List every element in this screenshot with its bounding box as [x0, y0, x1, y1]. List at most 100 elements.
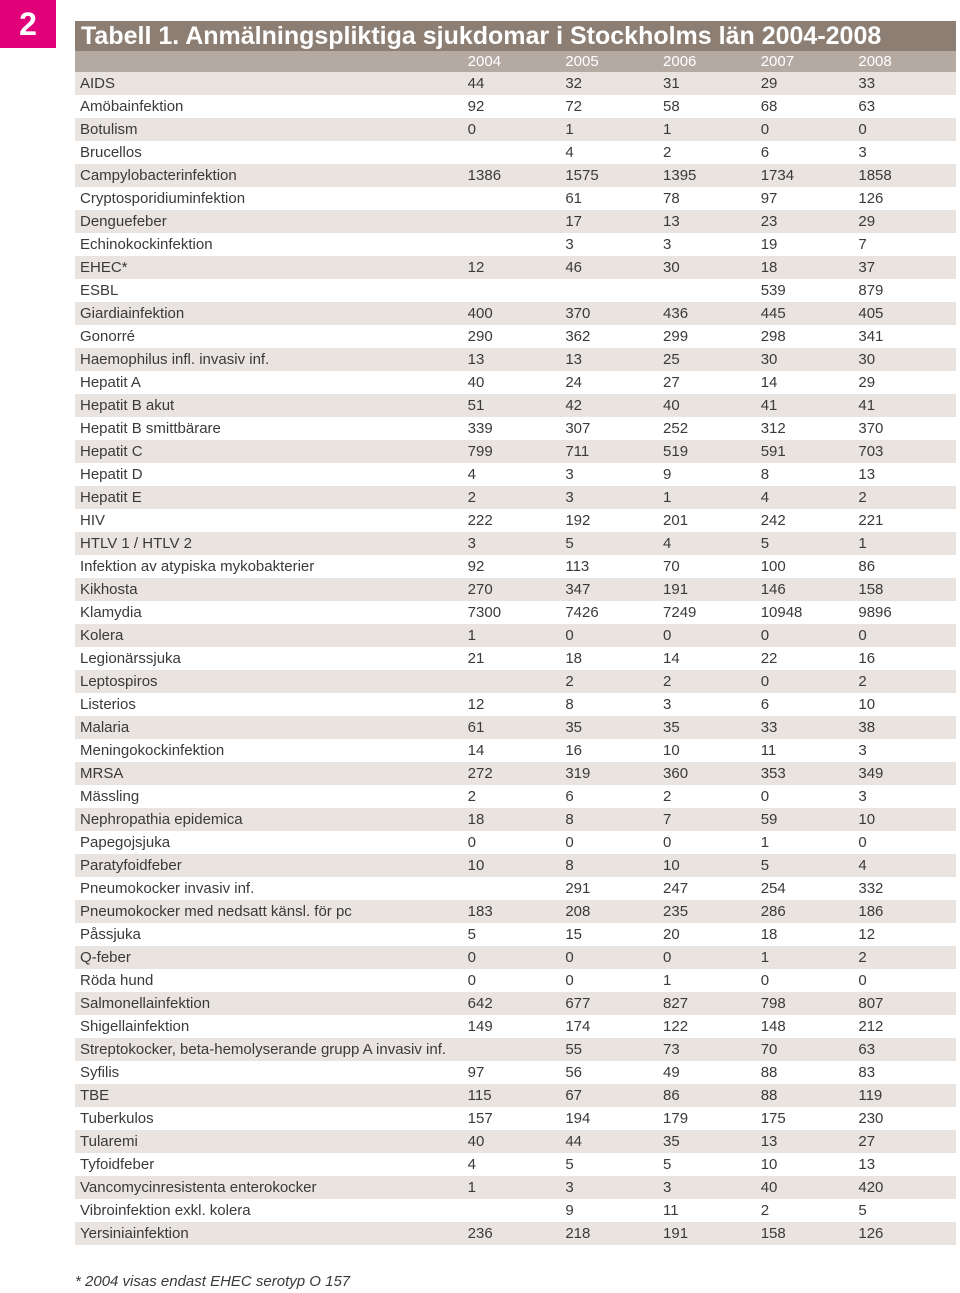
value-cell-2008: 349 — [858, 765, 884, 782]
value-cell-2007: 23 — [760, 213, 778, 230]
table-row: Kolera 1 0 0 0 0 — [75, 624, 956, 647]
table-row: Hepatit B akut 51 42 40 41 41 — [75, 394, 956, 417]
value-cell-2008: 3 — [858, 788, 867, 805]
value-cell-2006: 11 — [663, 1202, 679, 1219]
value-cell-2007: 22 — [760, 650, 778, 667]
value-cell-2004: 7300 — [467, 604, 502, 621]
table-row: Hepatit B smittbärare 339 307 252 312 370 — [75, 417, 956, 440]
value-cell-2004 — [468, 670, 566, 693]
value-cell-2007: 100 — [760, 558, 786, 575]
value-cell-2006: 9 — [663, 466, 672, 483]
value-cell-2005: 194 — [565, 1110, 591, 1127]
value-cell-2005: 218 — [565, 1225, 591, 1242]
disease-name-cell: EHEC* — [80, 259, 128, 276]
disease-name-cell: Vancomycinresistenta enterokocker — [80, 1179, 317, 1196]
value-cell-2005: 2 — [565, 673, 574, 690]
value-cell-2004: 97 — [467, 1064, 485, 1081]
disease-name-cell: Pneumokocker med nedsatt känsl. för pc — [80, 903, 352, 920]
value-cell-2004: 270 — [467, 581, 493, 598]
value-cell-2007: 1 — [760, 834, 770, 851]
value-cell-2005: 370 — [565, 305, 591, 322]
table-row: Listerios 12 8 3 6 10 — [75, 693, 956, 716]
value-cell-2008: 10 — [858, 696, 876, 713]
value-cell-2005: 8 — [565, 696, 574, 713]
table-row: Legionärssjuka 21 18 14 22 16 — [75, 647, 956, 670]
value-cell-2006: 0 — [663, 627, 672, 644]
value-cell-2006: 73 — [663, 1041, 680, 1058]
value-cell-2008: 332 — [858, 880, 884, 897]
value-cell-2008: 5 — [858, 1202, 867, 1219]
value-cell-2005: 1 — [565, 121, 574, 138]
value-cell-2007: 33 — [760, 719, 778, 736]
value-cell-2007: 59 — [760, 811, 778, 828]
value-cell-2008: 7 — [858, 236, 867, 253]
value-cell-2004 — [468, 1038, 566, 1061]
value-cell-2006: 299 — [663, 328, 689, 345]
value-cell-2007: 4 — [760, 489, 770, 506]
disease-name-cell: Yersiniainfektion — [80, 1225, 189, 1242]
disease-name-cell: Leptospiros — [80, 673, 158, 690]
table-row: HIV 222 192 201 242 221 — [75, 509, 956, 532]
value-cell-2008: 13 — [858, 466, 876, 483]
value-cell-2004 — [468, 1199, 566, 1222]
value-cell-2004: 21 — [467, 650, 485, 667]
table-row: Tuberkulos 157 194 179 175 230 — [75, 1107, 956, 1130]
value-cell-2004: 1 — [467, 627, 477, 644]
value-cell-2006: 7249 — [663, 604, 697, 621]
disease-name-cell: MRSA — [80, 765, 124, 782]
value-cell-2007: 0 — [760, 972, 770, 989]
value-cell-2004: 157 — [467, 1110, 493, 1127]
value-cell-2005: 113 — [565, 558, 590, 575]
disease-name-cell: Denguefeber — [80, 213, 167, 230]
value-cell-2005: 192 — [565, 512, 591, 529]
value-cell-2006: 179 — [663, 1110, 689, 1127]
disease-name-cell: Brucellos — [80, 144, 142, 161]
table-row: Amöbainfektion 92 72 58 68 63 — [75, 95, 956, 118]
value-cell-2006: 2 — [663, 144, 672, 161]
value-cell-2005: 1575 — [565, 167, 599, 184]
value-cell-2007: 40 — [760, 1179, 778, 1196]
value-cell-2004: 92 — [467, 98, 485, 115]
value-cell-2008: 2 — [858, 949, 867, 966]
value-cell-2004: 339 — [467, 420, 493, 437]
value-cell-2007: 88 — [760, 1064, 778, 1081]
value-cell-2004: 4 — [467, 1156, 477, 1173]
value-cell-2004: 272 — [467, 765, 493, 782]
value-cell-2007: 41 — [760, 397, 778, 414]
value-cell-2005: 0 — [565, 972, 574, 989]
disease-name-cell: Botulism — [80, 121, 138, 138]
value-cell-2008: 1858 — [858, 167, 892, 184]
value-cell-2007: 5 — [760, 535, 770, 552]
value-cell-2005: 3 — [565, 489, 574, 506]
value-cell-2004: 115 — [467, 1087, 492, 1104]
table-row: Meningokockinfektion 14 16 10 11 3 — [75, 739, 956, 762]
value-cell-2005: 3 — [565, 236, 574, 253]
value-cell-2007: 242 — [760, 512, 786, 529]
value-cell-2004: 51 — [467, 397, 485, 414]
value-cell-2008: 27 — [858, 1133, 876, 1150]
table-row: Tyfoidfeber 4 5 5 10 13 — [75, 1153, 956, 1176]
disease-name-cell: Gonorré — [80, 328, 136, 345]
value-cell-2006: 252 — [663, 420, 689, 437]
value-cell-2005: 5 — [565, 535, 574, 552]
value-cell-2006: 5 — [663, 1156, 672, 1173]
table-row: Shigellainfektion 149 174 122 148 212 — [75, 1015, 956, 1038]
value-cell-2006: 7 — [663, 811, 672, 828]
value-cell-2007: 158 — [760, 1225, 786, 1242]
value-cell-2007: 10 — [760, 1156, 778, 1173]
table-row: Papegojsjuka 0 0 0 1 0 — [75, 831, 956, 854]
value-cell-2007: 30 — [760, 351, 778, 368]
value-cell-2008: 3 — [858, 742, 867, 759]
value-cell-2007: 175 — [760, 1110, 786, 1127]
value-cell-2007: 798 — [760, 995, 786, 1012]
table-row: Campylobacterinfektion 1386 1575 1395 1734 18… — [75, 164, 956, 187]
disease-name-cell: AIDS — [80, 75, 116, 92]
value-cell-2006: 31 — [663, 75, 680, 92]
value-cell-2008: 420 — [858, 1179, 884, 1196]
table-row: TBE 115 67 86 88 119 — [75, 1084, 956, 1107]
value-cell-2007: 539 — [760, 282, 786, 299]
table-row: Salmonellainfektion 642 677 827 798 807 — [75, 992, 956, 1015]
value-cell-2006: 10 — [663, 857, 680, 874]
value-cell-2008: 63 — [858, 98, 876, 115]
footnote: * 2004 visas endast EHEC serotyp O 157 — [75, 1273, 351, 1290]
